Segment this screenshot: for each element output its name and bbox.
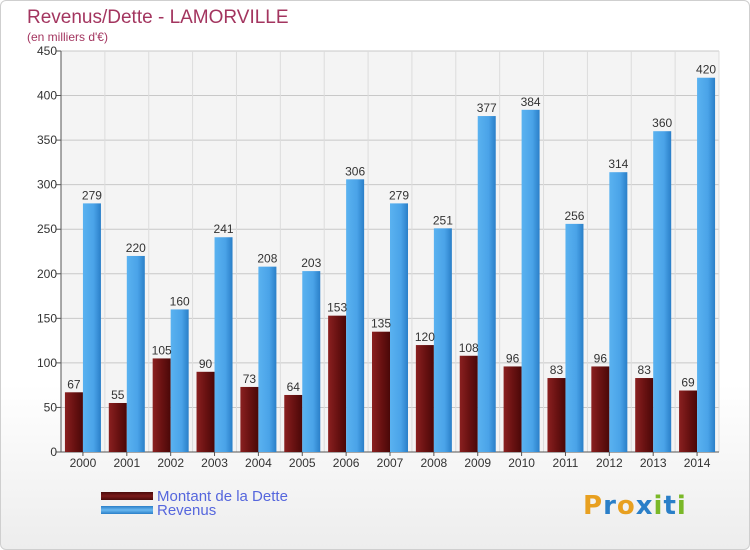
bar-revenue <box>170 309 189 452</box>
data-label-revenue: 160 <box>170 294 190 308</box>
data-label-revenue: 251 <box>433 213 453 227</box>
bar-revenue <box>390 203 408 452</box>
data-label-revenue: 279 <box>82 188 102 202</box>
x-tick-label: 2006 <box>333 456 360 470</box>
legend-item-debt: Montant de la Dette <box>101 487 288 505</box>
x-tick-label: 2008 <box>421 456 448 470</box>
x-tick-label: 2003 <box>201 456 228 470</box>
data-label-revenue: 220 <box>126 241 146 255</box>
x-tick-label: 2011 <box>553 456 579 470</box>
y-tick-label: 300 <box>37 178 57 192</box>
data-label-revenue: 279 <box>389 188 409 202</box>
x-tick-label: 2005 <box>289 456 316 470</box>
bar-revenue <box>653 131 672 452</box>
bar-revenue <box>565 223 584 452</box>
legend-item-revenue: Revenus <box>101 501 217 519</box>
chart-title: Revenus/Dette - LAMORVILLE <box>27 7 289 28</box>
legend-label-revenue: Revenus <box>157 501 217 519</box>
bar-debt <box>196 371 215 452</box>
bar-revenue <box>126 255 145 452</box>
x-tick-label: 2000 <box>70 456 97 470</box>
y-tick-label: 350 <box>37 133 57 147</box>
y-tick-label: 200 <box>37 267 57 281</box>
data-label-debt: 73 <box>243 372 257 386</box>
bar-debt <box>284 394 303 452</box>
bar-debt <box>503 366 522 452</box>
data-label-revenue: 360 <box>652 116 672 130</box>
x-tick-label: 2004 <box>245 456 272 470</box>
x-tick-label: 2013 <box>640 456 667 470</box>
bar-revenue <box>433 228 452 452</box>
data-label-debt: 96 <box>506 351 520 365</box>
data-label-debt: 120 <box>415 330 435 344</box>
bar-revenue <box>82 203 101 452</box>
data-label-debt: 96 <box>594 351 608 365</box>
x-tick-label: 2009 <box>464 456 491 470</box>
y-tick-label: 0 <box>50 445 57 459</box>
x-tick-label: 2001 <box>113 456 140 470</box>
data-label-revenue: 241 <box>214 222 234 236</box>
x-tick-label: 2007 <box>377 456 404 470</box>
y-tick-label: 450 <box>37 44 57 58</box>
bar-debt <box>459 355 478 452</box>
bar-debt <box>240 386 259 452</box>
data-label-debt: 90 <box>199 357 213 371</box>
bar-debt <box>372 331 390 452</box>
bar-debt <box>415 345 434 452</box>
legend-label-debt: Montant de la Dette <box>157 487 288 505</box>
legend-swatch-revenue <box>101 506 153 514</box>
data-label-revenue: 208 <box>257 252 277 266</box>
data-label-debt: 83 <box>638 363 652 377</box>
bar-revenue <box>697 77 716 452</box>
y-tick-label: 100 <box>37 356 57 370</box>
bar-revenue <box>521 109 540 453</box>
data-label-debt: 55 <box>111 388 125 402</box>
bar-debt <box>328 315 347 452</box>
data-label-revenue: 377 <box>477 101 497 115</box>
bar-revenue <box>346 179 365 452</box>
bar-debt <box>679 390 698 452</box>
x-tick-label: 2014 <box>684 456 711 470</box>
bar-revenue <box>214 237 233 452</box>
data-label-debt: 108 <box>459 341 479 355</box>
bar-debt <box>591 366 610 452</box>
legend-swatch-debt <box>101 492 153 500</box>
data-label-revenue: 306 <box>345 164 365 178</box>
data-label-debt: 105 <box>152 343 172 357</box>
bar-revenue <box>302 271 321 452</box>
bar-revenue <box>609 172 628 453</box>
bar-debt <box>152 358 171 452</box>
y-tick-label: 150 <box>37 311 57 325</box>
x-tick-label: 2002 <box>157 456 184 470</box>
bar-revenue <box>258 266 277 452</box>
proxiti-logo: Proxiti <box>583 491 687 521</box>
data-label-debt: 67 <box>67 377 81 391</box>
bar-debt <box>108 402 127 452</box>
y-tick-label: 50 <box>44 400 58 414</box>
x-tick-label: 2010 <box>508 456 535 470</box>
bar-debt <box>547 378 566 452</box>
data-label-debt: 83 <box>550 363 564 377</box>
data-label-revenue: 384 <box>521 95 541 109</box>
data-label-revenue: 203 <box>301 256 321 270</box>
data-label-debt: 69 <box>681 376 695 390</box>
data-label-debt: 64 <box>287 380 301 394</box>
x-tick-label: 2012 <box>596 456 623 470</box>
chart-subtitle: (en milliers d'€) <box>27 30 108 44</box>
bar-debt <box>635 378 654 452</box>
bar-debt <box>64 392 83 452</box>
data-label-revenue: 256 <box>564 209 584 223</box>
data-label-debt: 153 <box>327 301 347 315</box>
data-label-revenue: 314 <box>608 157 628 171</box>
bar-revenue <box>477 116 496 452</box>
y-tick-label: 400 <box>37 89 57 103</box>
data-label-debt: 135 <box>371 317 391 331</box>
data-label-revenue: 420 <box>696 63 716 77</box>
y-tick-label: 250 <box>37 222 57 236</box>
